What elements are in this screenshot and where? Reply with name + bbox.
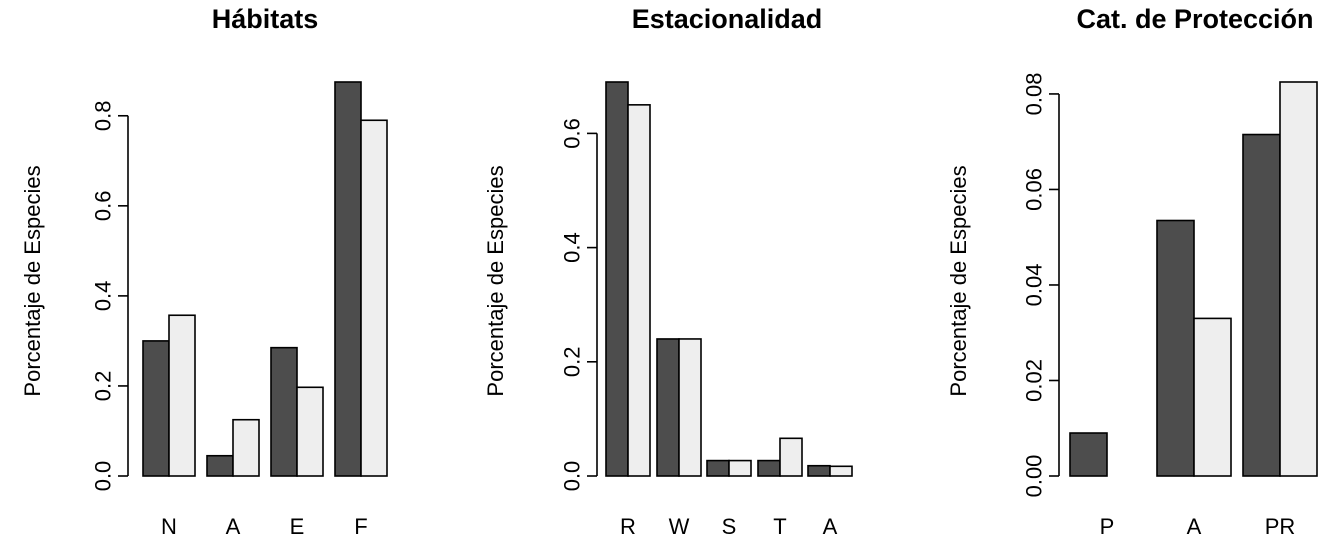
y-tick-label: 0.6 [91,191,116,222]
bar-e-series-2 [296,386,324,477]
bar-f-series-2 [360,119,388,477]
x-tick-label-s: S [722,514,737,539]
y-tick-label: 0.04 [1022,264,1047,307]
y-axis-label-habitats: Porcentaje de Especies [20,165,45,396]
y-tick-label: 0.06 [1022,168,1047,211]
x-tick-label-a: A [226,514,241,539]
chart-title-estacionalidad: Estacionalidad [632,4,823,34]
bar-a-series-2 [829,465,853,477]
y-tick-label: 0.0 [91,461,116,492]
chart-title-proteccion: Cat. de Protección [1076,4,1313,34]
y-axis-estacionalidad: 0.0 0.2 0.4 0.6 [560,118,598,492]
y-axis-label-estacionalidad: Porcentaje de Especies [483,165,508,396]
y-tick-label: 0.2 [91,371,116,402]
bar-r-series-2 [627,104,651,477]
bar-pr-series-2 [1279,81,1318,477]
x-tick-label-a: A [1187,514,1202,539]
bar-t-series-1 [757,459,781,477]
x-labels-proteccion: P A PR [1100,514,1296,539]
y-tick-label: 0.8 [91,100,116,131]
x-tick-label-n: N [161,514,177,539]
bar-a-series-2 [1193,317,1232,477]
bar-s-series-2 [728,459,752,477]
y-tick-label: 0.6 [560,118,585,149]
bar-s-series-1 [706,459,730,477]
bar-t-series-2 [779,437,803,477]
bar-n-series-2 [168,314,196,477]
x-tick-label-pr: PR [1265,514,1296,539]
x-tick-label-r: R [620,514,636,539]
x-tick-label-p: P [1100,514,1115,539]
bar-pr-series-1 [1242,133,1281,477]
y-tick-label: 0.08 [1022,73,1047,116]
panel-estacionalidad: Estacionalidad Porcentaje de Especies 0.… [483,4,853,539]
bars-proteccion [1069,81,1318,477]
x-tick-label-f: F [354,514,367,539]
chart-title-habitats: Hábitats [212,4,319,34]
y-tick-label: 0.0 [560,461,585,492]
y-tick-label: 0.4 [560,232,585,263]
bar-f-series-1 [334,81,362,477]
y-tick-label: 0.02 [1022,359,1047,402]
bar-p-series-1 [1069,432,1108,477]
x-tick-label-a: A [823,514,838,539]
y-axis-habitats: 0.0 0.2 0.4 0.6 0.8 [91,100,129,492]
bar-w-series-2 [678,338,702,477]
bar-r-series-1 [605,81,629,477]
x-tick-label-t: T [773,514,786,539]
bar-w-series-1 [656,338,680,477]
bar-a-series-1 [206,454,234,477]
bar-n-series-1 [142,340,170,477]
y-tick-label: 0.2 [560,347,585,378]
y-axis-label-proteccion: Porcentaje de Especies [946,165,971,396]
bar-a-series-1 [1156,219,1195,477]
x-tick-label-e: E [290,514,305,539]
y-tick-label: 0.4 [91,281,116,312]
x-tick-label-w: W [669,514,690,539]
y-axis-proteccion: 0.00 0.02 0.04 0.06 0.08 [1022,73,1060,498]
bar-a-series-2 [232,418,260,477]
bar-a-series-1 [807,464,831,477]
bar-e-series-1 [270,346,298,477]
y-tick-label: 0.00 [1022,455,1047,498]
panel-habitats: Hábitats Porcentaje de Especies 0.00.20.… [20,4,388,539]
bars-estacionalidad [605,81,853,477]
bars-habitats [142,81,388,477]
panel-proteccion: Cat. de Protección Porcentaje de Especie… [946,4,1318,539]
